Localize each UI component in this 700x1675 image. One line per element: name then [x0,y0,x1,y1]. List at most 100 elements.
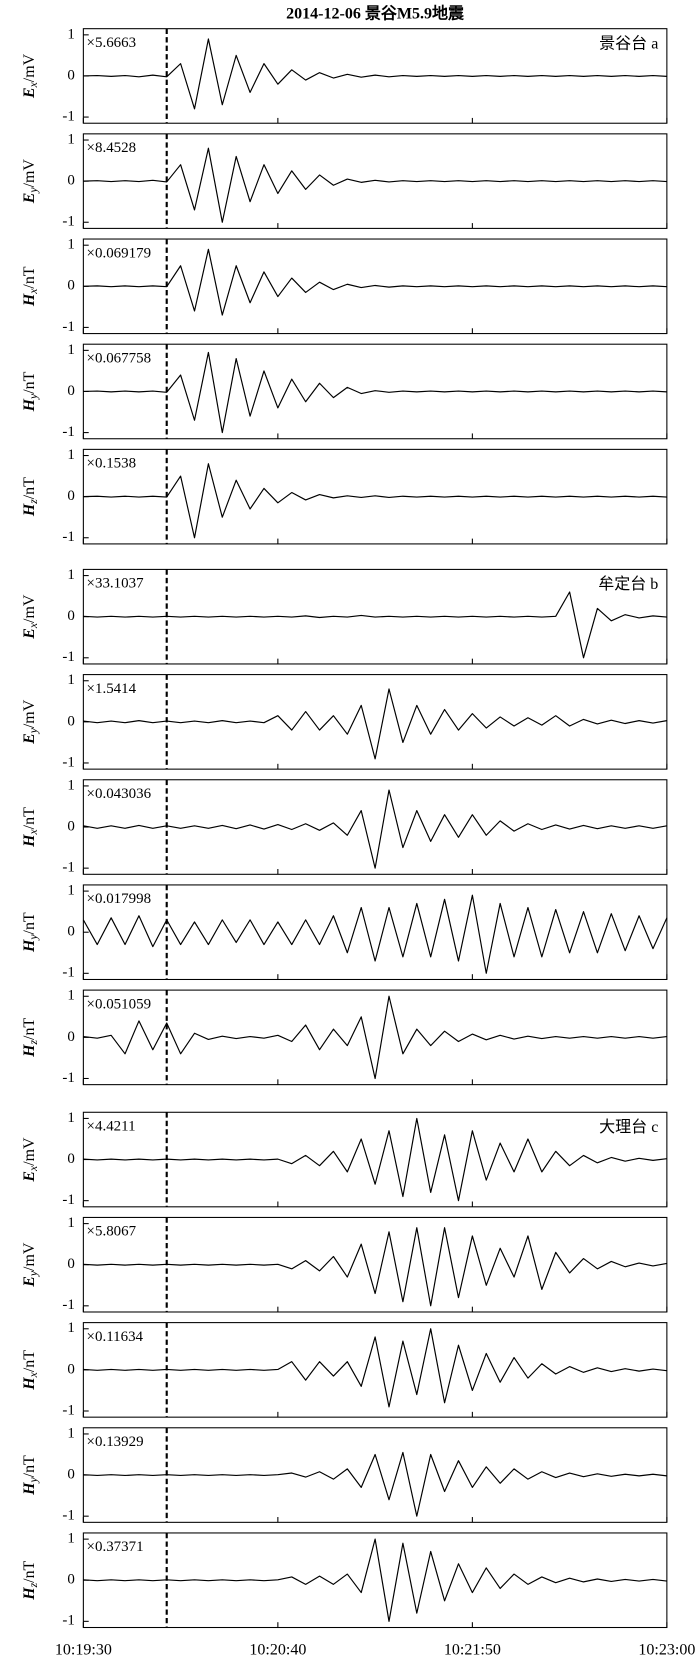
y-tick-label: 1 [67,777,74,793]
y-label-unit: /mV [21,159,38,188]
y-tick-label: 1 [67,131,74,147]
y-tick-label: -1 [62,1070,74,1086]
y-label-sub: x [27,288,40,295]
waveform [83,789,667,869]
y-tick-label: 1 [67,1110,74,1126]
x-tick-label: 10:21:50 [444,1642,501,1659]
y-axis-label: Hz/nT [21,1018,40,1058]
y-tick-label: 1 [67,672,74,688]
y-axis-label: Hx/nT [21,807,40,848]
y-tick-label: -1 [62,1613,74,1629]
scale-label: ×0.067758 [87,351,152,367]
y-label-sub: z [27,499,40,505]
y-tick-label: 1 [67,988,74,1004]
y-tick-label: 1 [67,1215,74,1231]
scale-label: ×0.051059 [87,996,152,1012]
y-label-sub: x [27,1371,40,1378]
y-label-symbol: E [21,733,38,745]
waveform [83,591,667,659]
y-axis-label: Ex/mV [21,53,40,99]
x-tick-label: 10:20:40 [249,1642,306,1659]
y-tick-label: 1 [67,883,74,899]
waveform [83,1451,667,1517]
waveform [83,995,667,1080]
y-label-unit: /nT [21,477,38,499]
y-axis-label: Ex/mV [21,594,40,640]
y-tick-label: 0 [67,1467,74,1483]
y-label-sub: y [27,1477,40,1484]
y-tick-label: 1 [67,26,74,42]
y-label-sub: y [27,934,40,941]
waveform [83,1227,667,1307]
y-label-symbol: H [21,1044,38,1058]
y-axis-label: Hy/nT [21,1455,40,1496]
y-tick-label: -1 [62,754,74,770]
y-axis-label: Ex/mV [21,1137,40,1183]
station-label: 大理台 c [599,1118,658,1136]
y-label-unit: /nT [21,1018,38,1040]
y-tick-label: 0 [67,278,74,294]
y-label-symbol: H [21,1587,38,1601]
y-tick-label: 0 [67,67,74,83]
y-tick-label: -1 [62,965,74,981]
scale-label: ×0.069179 [87,245,152,261]
y-label-symbol: E [21,1171,38,1183]
scale-label: ×0.017998 [87,891,152,907]
y-label-unit: /mV [21,53,38,82]
y-tick-label: 0 [67,1361,74,1377]
y-label-unit: /nT [21,1350,38,1372]
y-tick-label: -1 [62,529,74,545]
y-label-unit: /nT [21,371,38,393]
waveform [83,351,667,434]
station-label: 牟定台 b [598,575,658,593]
y-tick-label: 0 [67,1029,74,1045]
scale-label: ×33.1037 [87,576,145,592]
y-tick-label: -1 [62,1297,74,1313]
y-label-sub: z [27,1582,40,1588]
y-label-symbol: H [21,834,38,848]
y-label-symbol: E [21,1276,38,1288]
y-tick-label: 0 [67,1256,74,1272]
y-label-symbol: H [21,1377,38,1391]
y-label-unit: /mV [21,594,38,623]
y-label-symbol: E [21,193,38,205]
y-tick-label: -1 [62,649,74,665]
y-label-sub: z [27,1040,40,1046]
y-label-sub: y [27,393,40,400]
waveform [83,1117,667,1202]
y-label-symbol: E [21,87,38,99]
y-axis-label: Hz/nT [21,1560,40,1600]
y-tick-label: -1 [62,1402,74,1418]
y-tick-label: 0 [67,173,74,189]
y-tick-label: 1 [67,447,74,463]
y-axis-label: Hy/nT [21,912,40,953]
y-label-sub: x [27,829,40,836]
waveform [83,463,667,539]
scale-label: ×4.4211 [87,1119,136,1135]
y-label-symbol: E [21,628,38,640]
scale-label: ×1.5414 [87,681,137,697]
x-tick-label: 10:23:00 [638,1642,695,1659]
y-tick-label: 0 [67,1151,74,1167]
y-tick-label: -1 [62,860,74,876]
y-label-unit: /mV [21,1242,38,1271]
y-axis-label: Ey/mV [21,1242,40,1288]
y-axis-label: Hx/nT [21,266,40,307]
scale-label: ×0.13929 [87,1434,144,1450]
y-label-symbol: H [21,398,38,412]
y-label-symbol: H [21,1482,38,1496]
scale-label: ×0.043036 [87,786,152,802]
y-tick-label: -1 [62,319,74,335]
scale-label: ×0.1538 [87,456,137,472]
chart-title: 2014-12-06 景谷M5.9地震 [286,4,465,23]
y-tick-label: 1 [67,342,74,358]
y-label-unit: /mV [21,699,38,728]
waveform [83,688,667,760]
y-label-symbol: H [21,293,38,307]
y-label-sub: x [27,622,40,629]
y-tick-label: 0 [67,1572,74,1588]
y-label-unit: /nT [21,1455,38,1477]
y-label-sub: y [27,727,40,734]
x-tick-label: 10:19:30 [55,1642,112,1659]
